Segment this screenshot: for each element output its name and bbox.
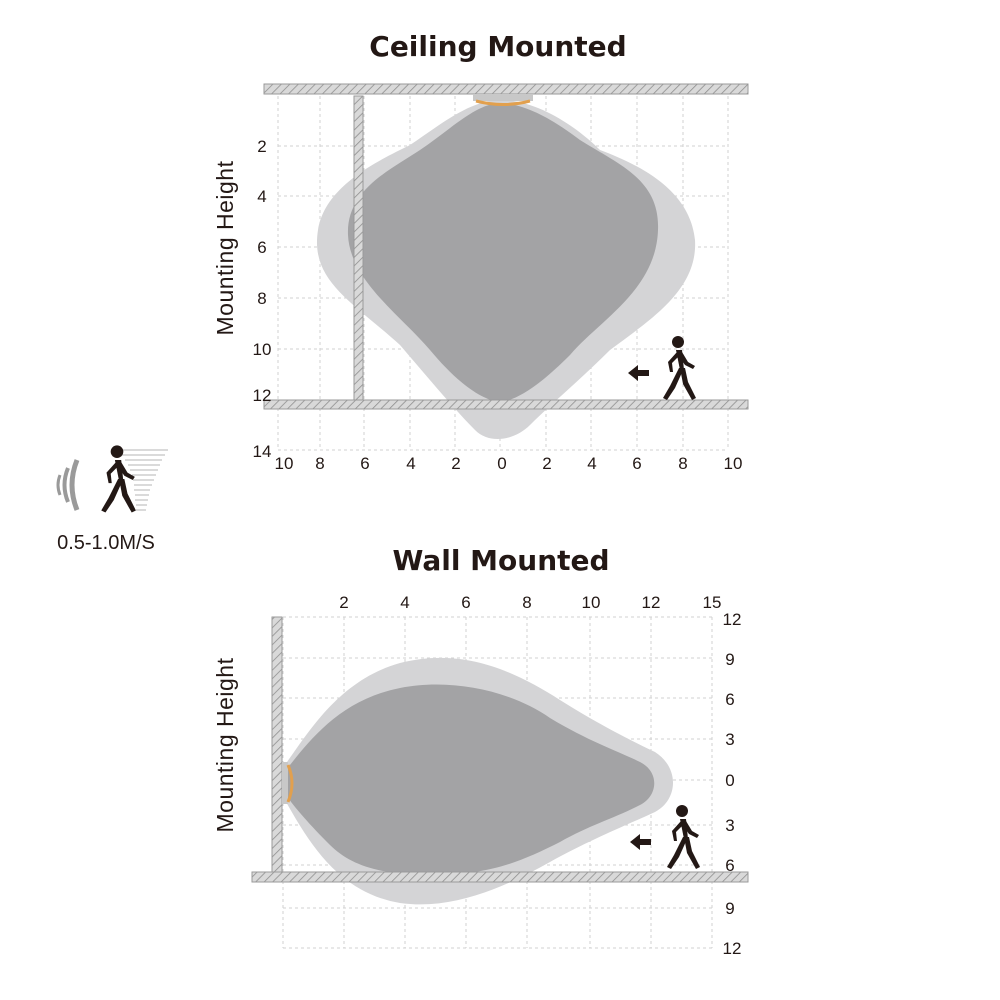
wall-right-tick: 6	[725, 690, 734, 709]
wall-right-tick: 9	[725, 899, 734, 918]
wall-floor-bar	[251, 871, 749, 883]
wall-y-axis-label: Mounting Height	[212, 657, 238, 832]
walking-person-icon	[663, 336, 696, 400]
wall-right-tick: 9	[725, 650, 734, 669]
ceiling-x-tick: 8	[315, 454, 324, 473]
wall-right-tick: 6	[725, 856, 734, 875]
ceiling-x-tick: 10	[724, 454, 743, 473]
ceiling-y-ticks: 2 4 6 8 10 12 14	[253, 137, 272, 461]
wall-title: Wall Mounted	[392, 544, 609, 577]
ceiling-x-tick: 10	[275, 454, 294, 473]
wall-x-tick: 10	[582, 593, 601, 612]
ceiling-pole	[353, 95, 364, 401]
wall-inner-zone	[286, 684, 655, 875]
wall-x-tick: 6	[461, 593, 470, 612]
wall-x-tick: 15	[703, 593, 722, 612]
left-arrow-icon	[628, 365, 649, 381]
wall-right-tick: 12	[723, 610, 742, 629]
wall-right-tick: 0	[725, 771, 734, 790]
wall-x-ticks: 2 4 6 8 10 12 15	[339, 593, 721, 612]
ceiling-floor-bar	[263, 399, 749, 410]
ceiling-y-axis-label: Mounting Height	[212, 160, 238, 335]
wall-x-tick: 12	[642, 593, 661, 612]
ceiling-y-tick: 8	[257, 289, 266, 308]
motion-wave-icon	[56, 459, 80, 511]
ceiling-x-tick: 4	[587, 454, 596, 473]
left-arrow-icon	[630, 834, 651, 850]
ceiling-x-tick: 8	[678, 454, 687, 473]
ceiling-x-tick: 6	[632, 454, 641, 473]
ceiling-y-tick: 10	[253, 340, 272, 359]
ceiling-y-tick: 4	[257, 187, 266, 206]
ceiling-x-ticks: 10 8 6 4 2 0 2 4 6 8 10	[275, 454, 743, 473]
wall-right-ticks: 12 9 6 3 0 3 6 9 12	[723, 610, 742, 958]
speed-label: 0.5-1.0M/S	[57, 532, 155, 554]
ceiling-title: Ceiling Mounted	[369, 30, 626, 63]
wall-sensor	[282, 762, 294, 804]
ceiling-y-tick: 2	[257, 137, 266, 156]
wall-x-tick: 2	[339, 593, 348, 612]
ceiling-y-tick: 14	[253, 442, 272, 461]
wall-right-tick: 3	[725, 816, 734, 835]
ceiling-inner-zone	[347, 103, 659, 402]
wall-right-tick: 3	[725, 730, 734, 749]
walking-person-icon	[667, 805, 700, 869]
speed-lines-icon	[120, 449, 168, 511]
wall-right-tick: 12	[723, 939, 742, 958]
ceiling-sensor	[473, 94, 533, 106]
ceiling-x-tick: 6	[360, 454, 369, 473]
wall-x-tick: 4	[400, 593, 409, 612]
ceiling-x-tick: 0	[497, 454, 506, 473]
ceiling-x-tick: 2	[542, 454, 551, 473]
ceiling-y-tick: 12	[253, 386, 272, 405]
ceiling-bar	[263, 83, 749, 95]
ceiling-x-tick: 2	[451, 454, 460, 473]
wall-x-tick: 8	[522, 593, 531, 612]
ceiling-x-tick: 4	[406, 454, 415, 473]
ceiling-y-tick: 6	[257, 238, 266, 257]
wall-vertical	[271, 616, 283, 873]
